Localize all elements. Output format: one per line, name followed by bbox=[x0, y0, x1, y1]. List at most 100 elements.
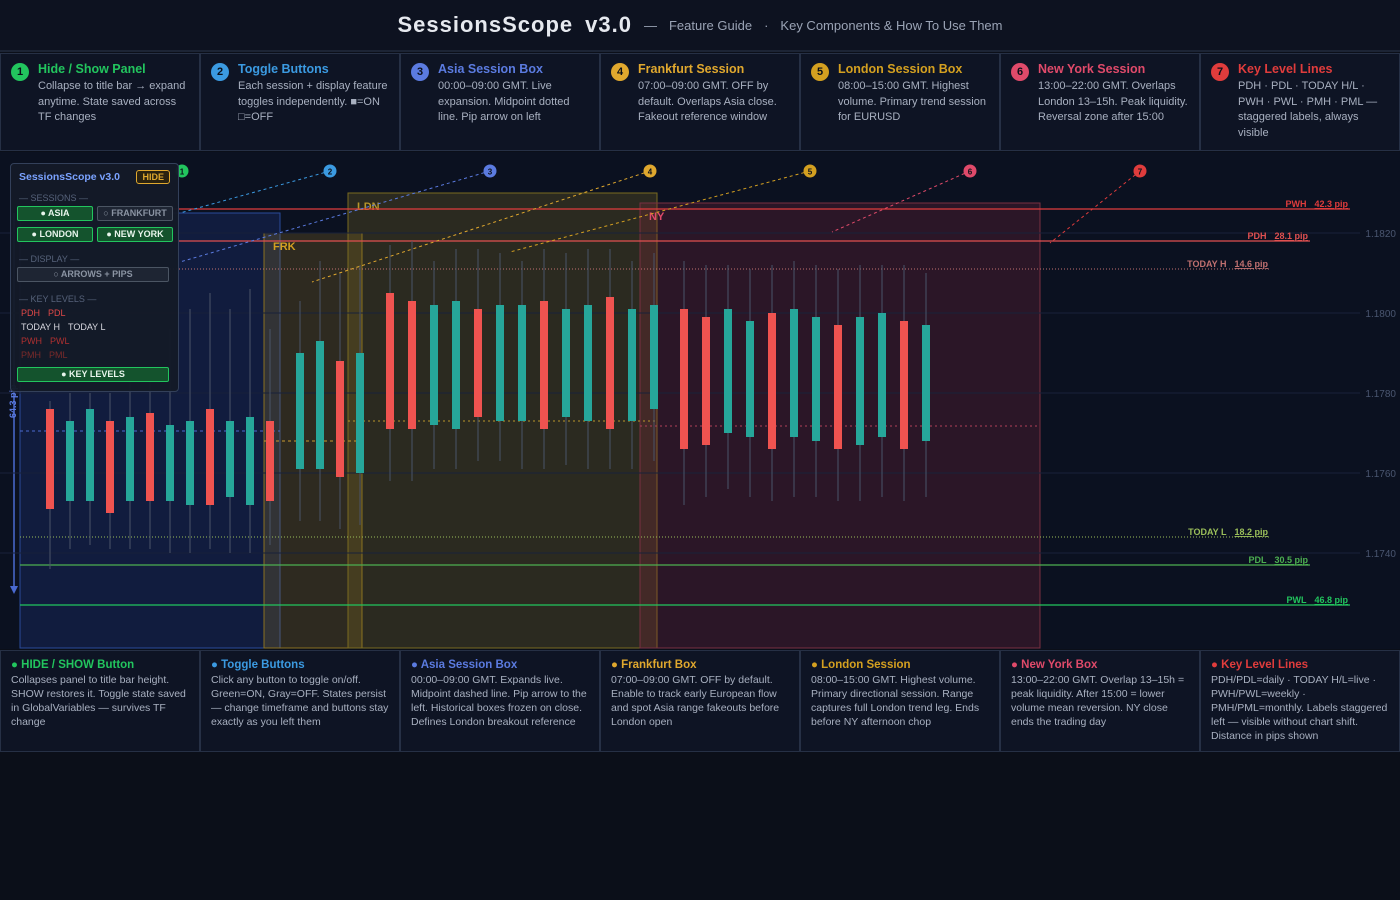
feature-title: Frankfurt Session bbox=[638, 62, 745, 76]
level-label: PDL 30.5 pip bbox=[1248, 555, 1308, 565]
candle-body bbox=[430, 305, 438, 425]
level-distance: 18.2 pip bbox=[1234, 527, 1268, 537]
level-row: PWH PWL bbox=[21, 336, 78, 346]
candle-body bbox=[46, 409, 54, 509]
candle-body bbox=[628, 309, 636, 421]
note-title: ● London Session bbox=[811, 659, 911, 671]
level-toggle[interactable]: PDH bbox=[21, 308, 41, 318]
candle-body bbox=[856, 317, 864, 445]
candle-body bbox=[562, 309, 570, 417]
candle-body bbox=[540, 301, 548, 429]
callout-badge bbox=[323, 164, 337, 178]
note-card: ● Frankfurt Box 07:00–09:00 GMT. OFF by d… bbox=[600, 650, 800, 752]
level-toggle[interactable]: PWH bbox=[21, 336, 42, 346]
y-tick-label: 1.1740 bbox=[1365, 549, 1396, 560]
candle-body bbox=[496, 305, 504, 421]
note-card: ● London Session 08:00–15:00 GMT. Highest… bbox=[800, 650, 1000, 752]
feature-title: London Session Box bbox=[838, 62, 963, 76]
feature-number: 7 bbox=[1211, 63, 1229, 81]
level-label: PWL 46.8 pip bbox=[1286, 595, 1348, 605]
candle-body bbox=[650, 305, 658, 409]
candle-body bbox=[126, 417, 134, 501]
note-text: PDH/PDL=daily · TODAY H/L=live · PWH/PWL… bbox=[1211, 674, 1388, 742]
level-label: PDH 28.1 pip bbox=[1247, 231, 1308, 241]
feature-number: 1 bbox=[11, 63, 29, 81]
note-title: ● Frankfurt Box bbox=[611, 659, 697, 671]
session-button[interactable]: ● ASIA bbox=[17, 206, 93, 221]
candle-body bbox=[336, 361, 344, 477]
feature-title: Hide / Show Panel bbox=[38, 62, 146, 76]
callout-number: 6 bbox=[968, 168, 973, 177]
section-heading: — SESSIONS — bbox=[19, 193, 89, 203]
level-distance: 42.3 pip bbox=[1314, 199, 1348, 209]
candle-body bbox=[356, 353, 364, 473]
note-card: ● HIDE / SHOW Button Collapses panel to t… bbox=[0, 650, 200, 752]
level-distance: 46.8 pip bbox=[1314, 595, 1348, 605]
candle-body bbox=[246, 417, 254, 505]
feature-text: 07:00–09:00 GMT. OFF by default. Overlap… bbox=[638, 80, 777, 123]
session-button[interactable]: ○ FRANKFURT bbox=[97, 206, 173, 221]
separator: · bbox=[764, 17, 769, 33]
feature-card: 6 New York Session 13:00–22:00 GMT. Overla… bbox=[1000, 53, 1200, 151]
callout-number: 2 bbox=[328, 168, 333, 177]
note-card: ● Key Level Lines PDH/PDL=daily · TODAY H… bbox=[1200, 650, 1400, 752]
callout-number: 3 bbox=[488, 168, 493, 177]
note-card: ● Asia Session Box 00:00–09:00 GMT. Expan… bbox=[400, 650, 600, 752]
level-toggle[interactable]: TODAY H bbox=[21, 322, 61, 332]
candle-body bbox=[702, 317, 710, 445]
note-card: ● New York Box 13:00–22:00 GMT. Overlap 1… bbox=[1000, 650, 1200, 752]
dash: — bbox=[643, 17, 657, 33]
level-toggle[interactable]: PML bbox=[49, 350, 68, 360]
header: SessionsScope v3.0 — Feature Guide · Key… bbox=[0, 0, 1400, 52]
callout-leader bbox=[831, 170, 971, 233]
session-button[interactable]: ● LONDON bbox=[17, 227, 93, 242]
level-name: PDH bbox=[1247, 231, 1266, 241]
candle-body bbox=[834, 325, 842, 449]
candle-body bbox=[812, 317, 820, 441]
level-row: PDH PDL bbox=[21, 308, 74, 318]
candle-body bbox=[266, 421, 274, 501]
feature-text: PDH · PDL · TODAY H/L · PWH · PWL · PMH … bbox=[1238, 80, 1378, 139]
feature-cards: 1 Hide / Show Panel Collapse to title bar … bbox=[0, 53, 1400, 151]
level-name: PDL bbox=[1248, 555, 1267, 565]
subtitle: Feature Guide bbox=[668, 17, 753, 33]
feature-card: 4 Frankfurt Session 07:00–09:00 GMT. OFF b… bbox=[600, 53, 800, 151]
plot: 1.18201.18001.17801.17601.1740FRKLDNNY64… bbox=[0, 164, 1396, 649]
candle-body bbox=[386, 293, 394, 429]
level-name: PWL bbox=[1286, 595, 1306, 605]
callout-badge bbox=[1133, 164, 1147, 178]
level-toggle[interactable]: TODAY L bbox=[68, 322, 106, 332]
feature-number: 4 bbox=[611, 63, 629, 81]
candle-body bbox=[316, 341, 324, 469]
level-name: PWH bbox=[1285, 199, 1306, 209]
candle-body bbox=[106, 421, 114, 513]
level-toggle[interactable]: PMH bbox=[21, 350, 41, 360]
level-label: PWH 42.3 pip bbox=[1285, 199, 1348, 209]
candle-body bbox=[680, 309, 688, 449]
session-button[interactable]: ● NEW YORK bbox=[97, 227, 173, 242]
note-text: Collapses panel to title bar height. SHO… bbox=[11, 674, 186, 728]
level-label: TODAY H 14.6 pip bbox=[1187, 259, 1268, 269]
callout-number: 4 bbox=[648, 168, 653, 177]
feature-number: 2 bbox=[211, 63, 229, 81]
section-heading: — DISPLAY — bbox=[19, 254, 80, 264]
callout-number: 1 bbox=[180, 168, 185, 177]
candle-body bbox=[146, 413, 154, 501]
y-tick-label: 1.1820 bbox=[1365, 229, 1396, 240]
y-tick-label: 1.1780 bbox=[1365, 389, 1396, 400]
level-toggle[interactable]: PDL bbox=[48, 308, 66, 318]
range-arrowhead bbox=[10, 586, 18, 594]
levels-button[interactable]: ● KEY LEVELS bbox=[17, 367, 169, 382]
feature-text: 13:00–22:00 GMT. Overlaps London 13–15h.… bbox=[1038, 80, 1188, 123]
level-toggle[interactable]: PWL bbox=[50, 336, 70, 346]
feature-text: 00:00–09:00 GMT. Live expansion. Midpoin… bbox=[438, 80, 570, 123]
callout-badge bbox=[963, 164, 977, 178]
tagline: Key Components & How To Use Them bbox=[780, 17, 1003, 33]
candle-body bbox=[518, 305, 526, 421]
display-button[interactable]: ○ ARROWS + PIPS bbox=[17, 267, 169, 282]
hide-button[interactable]: HIDE bbox=[136, 170, 170, 184]
candle-body bbox=[724, 309, 732, 433]
candle-body bbox=[186, 421, 194, 505]
note-title: ● Asia Session Box bbox=[411, 659, 518, 671]
candle-body bbox=[474, 309, 482, 417]
